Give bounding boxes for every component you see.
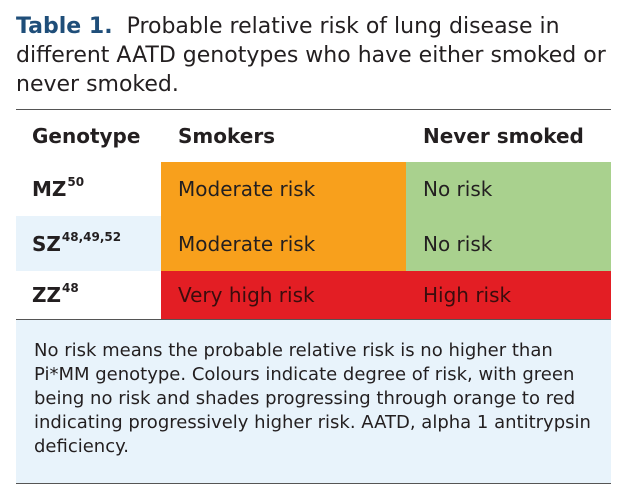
genotype-cell: MZ 50: [16, 162, 161, 216]
smokers-risk-cell: Moderate risk: [161, 162, 406, 216]
table-top-rule: [16, 109, 611, 110]
genotype-cell: SZ 48,49,52: [16, 216, 161, 271]
table-row-sz: SZ 48,49,52 Moderate risk No risk: [16, 216, 611, 271]
header-smokers: Smokers: [178, 124, 276, 148]
never-smoked-risk-cell: No risk: [406, 162, 611, 216]
header-never-smoked: Never smoked: [423, 124, 584, 148]
table-footnote: No risk means the probable relative risk…: [34, 340, 591, 457]
genotype-cell: ZZ 48: [16, 271, 161, 319]
table-body-rule: [16, 319, 611, 320]
smokers-risk-cell: Moderate risk: [161, 216, 406, 271]
never-smoked-risk-cell: High risk: [406, 271, 611, 319]
genotype-refs: 48,49,52: [61, 229, 122, 244]
genotype-refs: 48: [62, 281, 79, 295]
table-caption-text: Probable relative risk of lung disease i…: [16, 14, 606, 97]
genotype-name: ZZ: [32, 283, 62, 307]
never-smoked-risk-cell: No risk: [406, 216, 611, 271]
smokers-risk-cell: Very high risk: [161, 271, 406, 319]
table-bottom-rule: [16, 483, 611, 484]
table-footnote-box: No risk means the probable relative risk…: [16, 320, 611, 483]
table-row-zz: ZZ 48 Very high risk High risk: [16, 271, 611, 319]
header-genotype: Genotype: [32, 124, 141, 148]
genotype-refs: 50: [67, 175, 85, 189]
genotype-name: MZ: [32, 177, 67, 201]
table-label: Table 1.: [16, 14, 113, 39]
table-caption: Table 1. Probable relative risk of lung …: [16, 12, 616, 99]
table-header-row: Genotype Smokers Never smoked: [16, 110, 611, 162]
table-row-mz: MZ 50 Moderate risk No risk: [16, 162, 611, 216]
genotype-name: SZ: [32, 231, 61, 256]
